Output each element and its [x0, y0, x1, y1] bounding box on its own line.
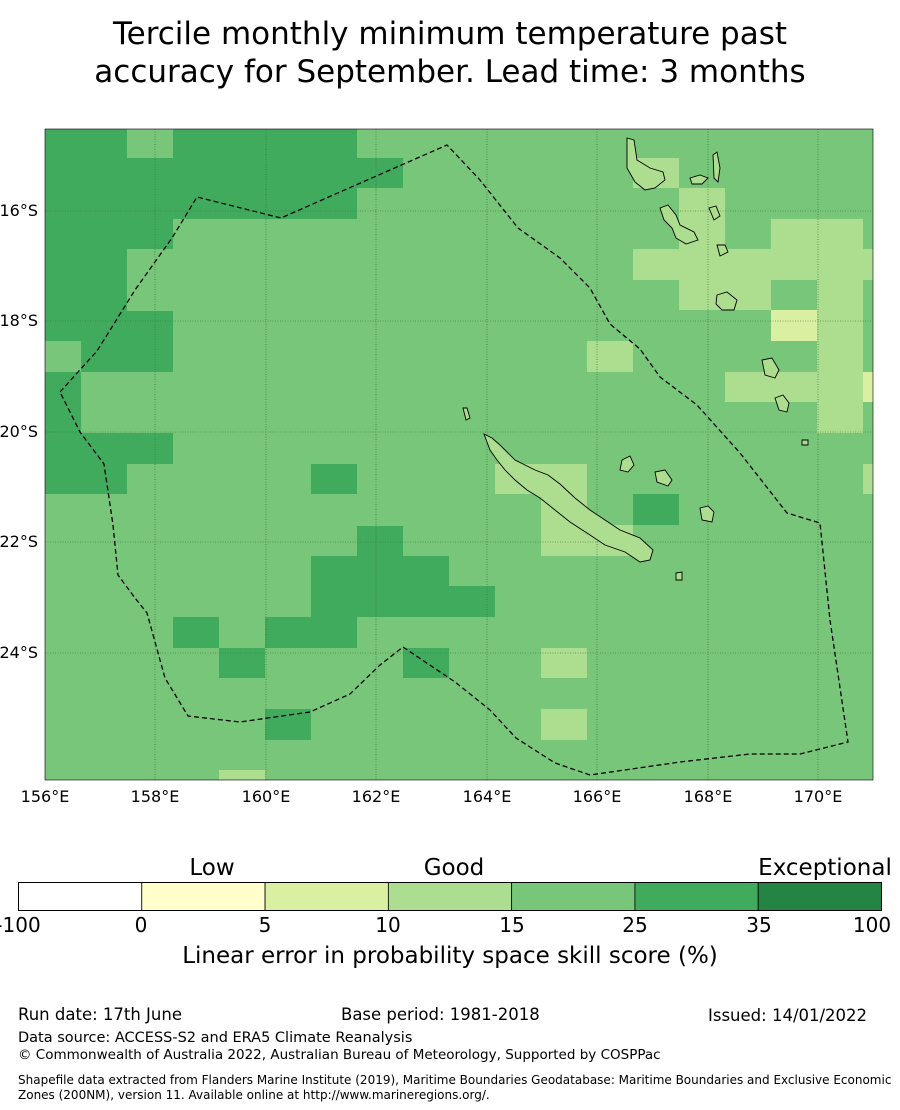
lon-tick: 162°E [351, 787, 401, 806]
colorbar-tick: 100 [852, 913, 892, 937]
cell-dark [173, 617, 219, 648]
colorbar-label: Linear error in probability space skill … [182, 943, 718, 969]
new-caledonia-island [483, 433, 654, 563]
cell-dark [127, 158, 173, 249]
island [716, 244, 729, 257]
cell-dark [219, 648, 265, 678]
cell-dark [357, 526, 403, 556]
colorbar-tick: 10 [375, 913, 401, 937]
lat-tick: 22°S [0, 532, 38, 551]
gridlines [45, 129, 873, 780]
cell-light [863, 464, 873, 494]
island [619, 455, 635, 473]
lon-tick: 156°E [20, 787, 70, 806]
cell-dark [633, 494, 679, 525]
colorbar-tick: 0 [134, 913, 148, 937]
cell-light [541, 648, 587, 678]
cell-dark [45, 372, 81, 494]
lat-tick: 18°S [0, 311, 38, 330]
copyright: © Commonwealth of Australia 2022, Austra… [18, 1047, 661, 1063]
lat-tick: 20°S [0, 422, 38, 441]
colorbar-tick: 15 [499, 913, 525, 937]
colorbar-tick: 35 [746, 913, 772, 937]
island [462, 407, 471, 421]
category-good: Good [423, 855, 485, 881]
island [699, 505, 715, 523]
issued-date: Issued: 14/01/2022 [708, 1006, 868, 1025]
skill-map [44, 128, 874, 781]
cell-dark [311, 464, 357, 494]
cell-dark [265, 617, 357, 648]
cell-light [771, 219, 863, 280]
cell-dark [357, 158, 403, 188]
colorbar-tick: -100 [0, 913, 41, 937]
cell-mid [81, 372, 173, 433]
colorbar [18, 882, 882, 911]
lon-tick: 158°E [130, 787, 180, 806]
island [712, 151, 721, 183]
map-frame [44, 128, 874, 781]
cell-mid [45, 341, 81, 372]
vanuatu-malakula [659, 204, 699, 245]
island [708, 205, 721, 221]
colorbar-segment [387, 882, 513, 911]
map-title-line-2: accuracy for September. Lead time: 3 mon… [94, 54, 806, 90]
colorbar-segment [18, 882, 143, 911]
cell-light [863, 249, 873, 280]
colorbar-segment [757, 882, 882, 911]
cell-light [541, 709, 587, 740]
island [761, 357, 780, 379]
lon-tick: 164°E [462, 787, 512, 806]
cell-dark [311, 586, 495, 617]
island [801, 439, 809, 446]
category-low: Low [189, 855, 235, 881]
lat-tick: 16°S [0, 201, 38, 220]
cell-pale [771, 310, 817, 341]
island [689, 174, 709, 185]
category-exceptional: Exceptional [758, 855, 892, 881]
cell-mid [127, 129, 173, 158]
eez-boundary [59, 144, 849, 776]
lon-tick: 166°E [572, 787, 622, 806]
cell-dark [81, 464, 127, 494]
lon-tick: 170°E [793, 787, 843, 806]
island [675, 571, 683, 581]
lat-tick: 24°S [0, 643, 38, 662]
skill-cells [45, 129, 873, 780]
cell-light [817, 280, 863, 433]
cell-dark [311, 556, 449, 586]
colorbar-tick: 5 [258, 913, 272, 937]
run-date: Run date: 17th June [18, 1005, 182, 1024]
vanuatu-efate [715, 291, 738, 311]
cell-dark [81, 433, 173, 464]
coastlines [462, 137, 809, 581]
shapefile-credit: Shapefile data extracted from Flanders M… [18, 1073, 892, 1102]
map-background [45, 129, 873, 780]
colorbar-frame [18, 882, 882, 911]
cell-light [633, 249, 771, 280]
cell-mid [127, 249, 173, 311]
colorbar-segment [511, 882, 636, 911]
lon-tick: 160°E [241, 787, 291, 806]
island [774, 394, 790, 413]
cell-dark-north [173, 129, 357, 219]
vanuatu-espiritu-santo [626, 137, 666, 191]
lon-tick: 168°E [683, 787, 733, 806]
cell-light [587, 341, 633, 372]
map-title-line-1: Tercile monthly minimum temperature past [112, 16, 788, 52]
cell-dark [265, 709, 311, 740]
data-source: Data source: ACCESS-S2 and ERA5 Climate … [18, 1030, 413, 1046]
colorbar-tick: 25 [622, 913, 648, 937]
cell-light [219, 770, 265, 780]
colorbar-segment [141, 882, 266, 911]
colorbar-segment [634, 882, 759, 911]
base-period: Base period: 1981-2018 [341, 1005, 540, 1024]
cell-pale [863, 372, 873, 402]
colorbar-segment [264, 882, 389, 911]
island [654, 469, 673, 487]
